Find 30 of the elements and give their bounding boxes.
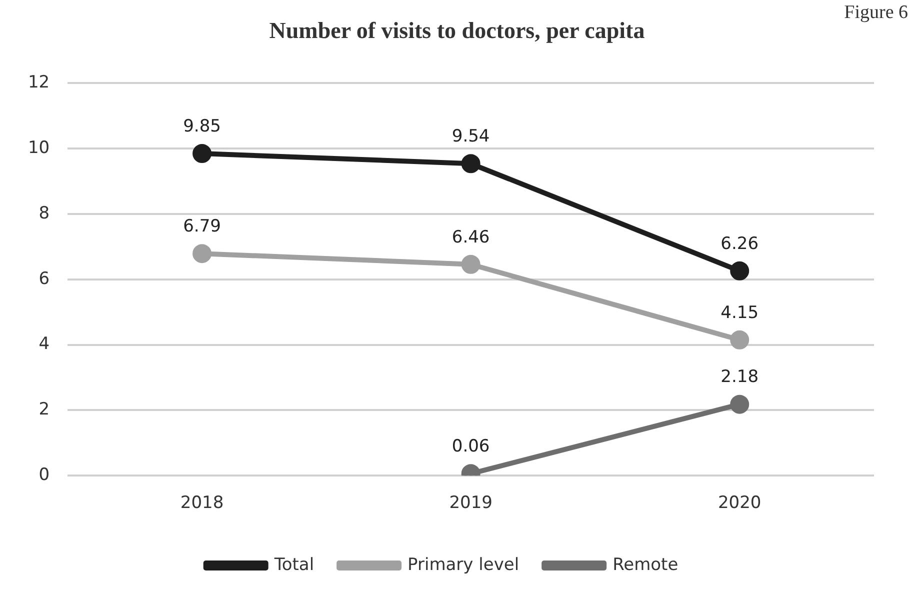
- data-label: 4.15: [720, 302, 759, 323]
- point: [192, 244, 212, 264]
- legend-label: Primary level: [408, 554, 520, 575]
- point: [730, 261, 750, 280]
- y-tick-label: 12: [28, 72, 50, 93]
- data-label: 9.54: [452, 126, 490, 147]
- data-label: 6.26: [720, 234, 759, 254]
- x-tick-label: 2018: [180, 493, 224, 514]
- data-label: 6.46: [452, 227, 490, 248]
- point: [730, 330, 750, 350]
- y-tick-label: 6: [38, 268, 50, 289]
- point: [461, 154, 480, 174]
- point: [461, 254, 480, 274]
- y-tick-label: 0: [38, 465, 50, 486]
- legend-label: Remote: [612, 554, 678, 575]
- y-tick-label: 4: [38, 334, 50, 354]
- y-tick-label: 2: [38, 400, 50, 420]
- x-tick-label: 2020: [718, 493, 762, 514]
- data-label: 9.85: [183, 116, 221, 136]
- point: [730, 394, 750, 414]
- x-tick-label: 2019: [449, 493, 492, 514]
- y-tick-label: 8: [38, 203, 50, 224]
- y-tick-label: 10: [28, 138, 50, 158]
- caption: Figure 6: [844, 2, 908, 24]
- data-label: 0.06: [452, 436, 490, 457]
- chart-title: Number of visits to doctors, per capita: [269, 18, 645, 43]
- data-label: 2.18: [720, 367, 759, 388]
- point: [192, 144, 212, 164]
- legend-label: Total: [273, 554, 314, 575]
- data-label: 6.79: [183, 216, 221, 236]
